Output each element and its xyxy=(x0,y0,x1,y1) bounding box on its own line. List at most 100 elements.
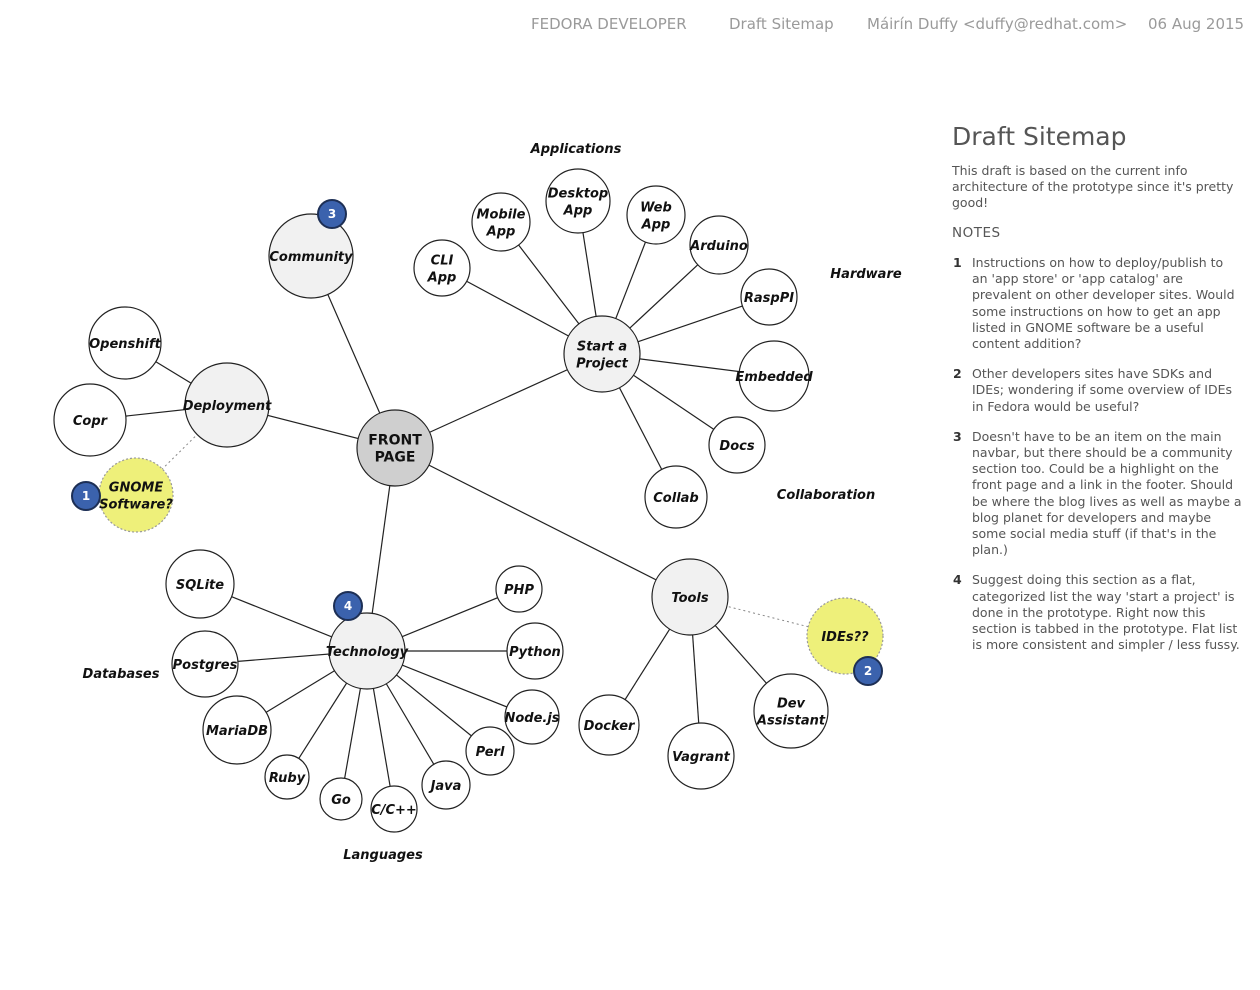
node-nodejs-circle xyxy=(504,689,560,745)
category-hardware: Hardware xyxy=(830,267,902,282)
category-databases: Databases xyxy=(83,667,160,682)
node-ruby-circle xyxy=(264,754,310,800)
node-front: FRONT PAGE xyxy=(356,409,434,487)
node-postgres: Postgres xyxy=(171,630,239,698)
node-technology: Technology xyxy=(326,612,409,690)
node-go-circle xyxy=(319,777,363,821)
node-docker-label: Docker xyxy=(584,719,636,734)
node-arduino: Arduino xyxy=(689,215,749,275)
node-cli: CLI App xyxy=(413,239,471,297)
node-mariadb-label: MariaDB xyxy=(206,724,268,739)
node-cpp-label: C/C++ xyxy=(371,803,417,818)
note-number: 1 xyxy=(953,255,962,270)
note-badge-4-circle xyxy=(333,591,363,621)
node-openshift-circle xyxy=(88,306,162,380)
node-tools: Tools xyxy=(651,558,729,636)
node-embedded-circle xyxy=(738,340,810,412)
node-cpp-circle xyxy=(370,785,418,833)
node-deployment-label: Deployment xyxy=(183,399,272,414)
node-ruby-label: Ruby xyxy=(269,771,306,786)
notes-heading: NOTES xyxy=(952,225,1001,241)
node-community-label: Community xyxy=(269,250,353,265)
node-cpp: C/C++ xyxy=(370,785,418,833)
node-project-label: Start a Project xyxy=(576,340,628,372)
node-postgres-label: Postgres xyxy=(173,658,238,673)
note-badge-3-number: 3 xyxy=(328,207,336,221)
note-badge-3: 3 xyxy=(317,199,347,229)
node-java-circle xyxy=(421,760,471,810)
note-4: 4 Suggest doing this section as a flat, c… xyxy=(952,572,1242,653)
node-collab-label: Collab xyxy=(653,491,698,506)
note-number: 4 xyxy=(953,572,962,588)
node-arduino-label: Arduino xyxy=(689,239,748,254)
note-badge-2-circle xyxy=(853,656,883,686)
node-deployment: Deployment xyxy=(183,362,272,448)
node-docker: Docker xyxy=(578,694,640,756)
node-java: Java xyxy=(421,760,471,810)
node-cli-circle xyxy=(413,239,471,297)
node-project: Start a Project xyxy=(563,315,641,393)
node-technology-circle xyxy=(328,612,406,690)
project-title: FEDORA DEVELOPER xyxy=(531,15,687,33)
node-vagrant-label: Vagrant xyxy=(672,750,731,765)
node-python-circle xyxy=(506,622,564,680)
node-tools-label: Tools xyxy=(671,591,709,606)
node-community-circle xyxy=(268,213,354,299)
panel-title: Draft Sitemap xyxy=(952,122,1127,151)
node-php-circle xyxy=(495,565,543,613)
note-text: Suggest doing this section as a flat, ca… xyxy=(972,572,1240,653)
node-raspi-circle xyxy=(740,268,798,326)
node-front-label: FRONT PAGE xyxy=(368,433,422,466)
note-text: Doesn't have to be an item on the main n… xyxy=(972,428,1242,558)
node-gnome-label: GNOME Software? xyxy=(99,481,173,513)
node-mobile: Mobile App xyxy=(471,192,531,252)
node-ides-circle xyxy=(806,597,884,675)
node-technology-label: Technology xyxy=(326,645,409,660)
node-embedded-label: Embedded xyxy=(735,370,813,385)
note-1: 1 Instructions on how to deploy/publish t… xyxy=(952,255,1242,352)
node-openshift-label: Openshift xyxy=(89,337,162,352)
author: Máirín Duffy <duffy@redhat.com> xyxy=(867,15,1128,33)
node-deployment-circle xyxy=(184,362,270,448)
node-web: Web App xyxy=(626,185,686,245)
node-arduino-circle xyxy=(689,215,749,275)
node-docs-circle xyxy=(708,416,766,474)
sitemap-diagram: FRONT PAGE Community Deployment Start a Proje… xyxy=(53,142,902,863)
node-copr-label: Copr xyxy=(73,414,109,429)
node-nodejs-label: Node.js xyxy=(504,711,559,726)
node-desktop-label: Desktop App xyxy=(548,187,608,219)
note-badge-1-circle xyxy=(71,481,101,511)
note-number: 3 xyxy=(953,428,962,444)
node-collab: Collab xyxy=(644,465,708,529)
node-raspi: RaspPI xyxy=(740,268,798,326)
node-go-label: Go xyxy=(331,793,351,808)
note-text: Other developers sites have SDKs and IDE… xyxy=(972,366,1232,414)
panel-intro: This draft is based on the current info … xyxy=(952,163,1234,210)
note-text: Instructions on how to deploy/publish to… xyxy=(972,255,1235,352)
node-go: Go xyxy=(319,777,363,821)
node-copr-circle xyxy=(53,383,127,457)
node-postgres-circle xyxy=(171,630,239,698)
node-community: Community xyxy=(268,213,354,299)
node-devassist: Dev Assistant xyxy=(753,673,829,749)
note-badge-1: 1 xyxy=(71,481,101,511)
node-front-circle xyxy=(356,409,434,487)
node-raspi-label: RaspPI xyxy=(744,291,794,306)
note-badge-4-number: 4 xyxy=(344,599,352,613)
node-sqlite-circle xyxy=(165,549,235,619)
node-gnome: GNOME Software? xyxy=(98,457,174,533)
document-title: Draft Sitemap xyxy=(729,15,834,33)
node-python: Python xyxy=(506,622,564,680)
node-perl-label: Perl xyxy=(476,745,505,760)
node-mariadb-circle xyxy=(202,695,272,765)
node-mobile-circle xyxy=(471,192,531,252)
category-languages: Languages xyxy=(343,848,423,863)
node-mariadb: MariaDB xyxy=(202,695,272,765)
node-php: PHP xyxy=(495,565,543,613)
node-desktop-circle xyxy=(545,168,611,234)
node-embedded: Embedded xyxy=(735,340,813,412)
node-openshift: Openshift xyxy=(88,306,162,380)
note-badge-1-number: 1 xyxy=(82,489,90,503)
note-badge-2: 2 xyxy=(853,656,883,686)
category-collaboration: Collaboration xyxy=(777,488,875,503)
